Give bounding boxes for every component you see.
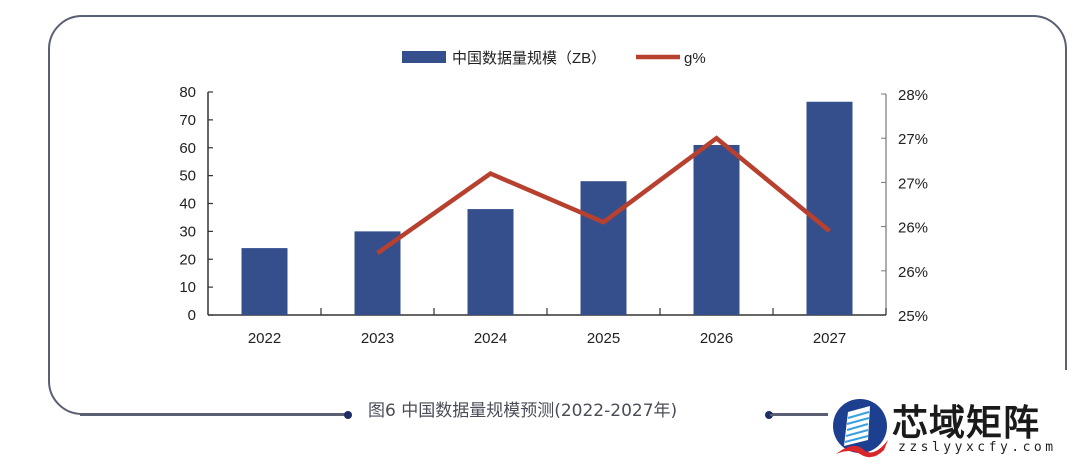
frame-mask [350,405,770,425]
left-tick-label: 0 [188,307,196,324]
left-tick-label: 40 [179,196,196,213]
x-tick-label: 2023 [361,330,394,347]
right-tick-label: 26% [898,264,928,281]
legend-bar-label: 中国数据量规模（ZB） [452,50,606,67]
bars [241,101,853,315]
bar [241,248,288,315]
left-tick-label: 80 [179,84,196,101]
left-tick-label: 70 [179,112,196,129]
bar [693,144,740,315]
left-tick-label: 50 [179,168,196,185]
x-tick-label: 2024 [474,330,507,347]
bar [580,181,627,315]
x-tick-label: 2025 [587,330,620,347]
x-tick-label: 2026 [700,330,733,347]
left-tick-label: 30 [179,223,196,240]
caption-line-right [770,414,828,416]
legend: 中国数据量规模（ZB） g% [402,50,706,67]
axes: 0 10 20 30 40 50 60 70 80 25% 26% 26% 27% 27% 28% 2022 2… [179,84,928,347]
legend-line-label: g% [684,50,706,67]
right-tick-label: 26% [898,220,928,237]
caption-dot-right [765,411,773,419]
x-tick-label: 2027 [813,330,846,347]
legend-bar-swatch [402,51,446,63]
x-tick-label: 2022 [248,330,281,347]
growth-line-path [376,135,831,255]
left-tick-label: 20 [179,251,196,268]
right-tick-label: 27% [898,131,928,148]
left-tick-label: 60 [179,140,196,157]
building-logo-icon [833,399,888,458]
caption-line-left [80,414,348,416]
logo-name: 芯域矩阵 [892,402,1041,444]
right-tick-label: 27% [898,175,928,192]
logo-url: zzslyyxcfy.com [898,440,1057,455]
caption-dot-left [344,411,352,419]
figure-caption: 图6 中国数据量规模预测(2022-2027年) [368,401,678,421]
right-tick-label: 28% [898,87,928,104]
right-tick-label: 25% [898,308,928,325]
watermark-logo: 芯域矩阵 zzslyyxcfy.com [828,392,1078,470]
bar [806,101,853,315]
bar [354,231,401,315]
bar [467,209,514,315]
growth-line [376,135,831,255]
left-tick-label: 10 [179,279,196,296]
